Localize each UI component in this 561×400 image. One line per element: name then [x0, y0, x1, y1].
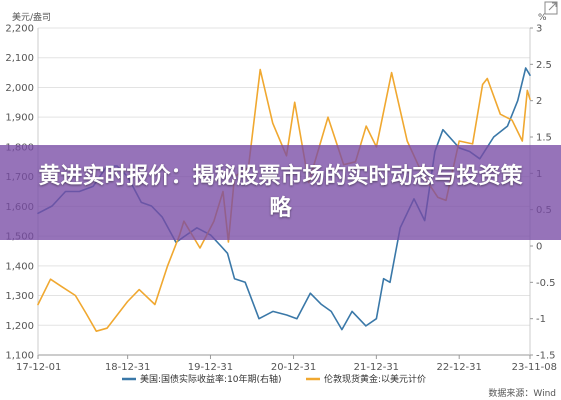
left-tick-label: 1,300 — [5, 291, 34, 302]
left-tick-label: 2,100 — [5, 53, 34, 64]
left-tick-label: 1,100 — [5, 351, 34, 362]
right-tick-label: 2.5 — [536, 60, 552, 71]
source-label: 数据来源：Wind — [488, 387, 556, 399]
x-tick-label: 19-12-31 — [188, 362, 233, 373]
x-tick-label: 20-12-31 — [271, 362, 316, 373]
right-tick-label: 3 — [536, 24, 542, 35]
x-tick-label: 21-12-31 — [354, 362, 399, 373]
x-tick-label: 23-11-08 — [512, 362, 557, 373]
right-tick-label: 2 — [536, 96, 542, 107]
headline-banner: 黄进实时报价：揭秘股票市场的实时动态与投资策略 — [0, 145, 561, 240]
legend-label: 伦敦现货黄金:以美元计价 — [324, 373, 426, 385]
left-axis-unit: 美元/盎司 — [12, 11, 51, 23]
headline-title: 黄进实时报价：揭秘股票市场的实时动态与投资策略 — [38, 163, 523, 221]
right-tick-label: -1.5 — [536, 351, 556, 362]
legend-label: 美国:国债实际收益率:10年期(右轴) — [140, 373, 282, 385]
right-tick-label: 0 — [536, 242, 542, 253]
legend: 美国:国债实际收益率:10年期(右轴) 伦敦现货黄金:以美元计价 — [122, 373, 426, 385]
x-tick-label: 18-12-31 — [105, 362, 150, 373]
right-tick-label: -0.5 — [536, 278, 556, 289]
export-icon[interactable] — [544, 1, 558, 15]
left-tick-label: 1,400 — [5, 261, 34, 272]
left-tick-label: 1,900 — [5, 113, 34, 124]
right-tick-label: -1 — [536, 314, 546, 325]
right-axis-unit: % — [538, 13, 547, 23]
right-tick-label: 1.5 — [536, 133, 552, 144]
left-tick-label: 2,000 — [5, 83, 34, 94]
x-tick-label: 17-12-01 — [16, 362, 61, 373]
x-axis-ticks: 17-12-01 18-12-31 19-12-31 20-12-31 21-12-31… — [16, 355, 557, 373]
left-tick-label: 1,200 — [5, 321, 34, 332]
left-tick-label: 2,200 — [5, 24, 34, 35]
x-tick-label: 22-12-31 — [437, 362, 482, 373]
